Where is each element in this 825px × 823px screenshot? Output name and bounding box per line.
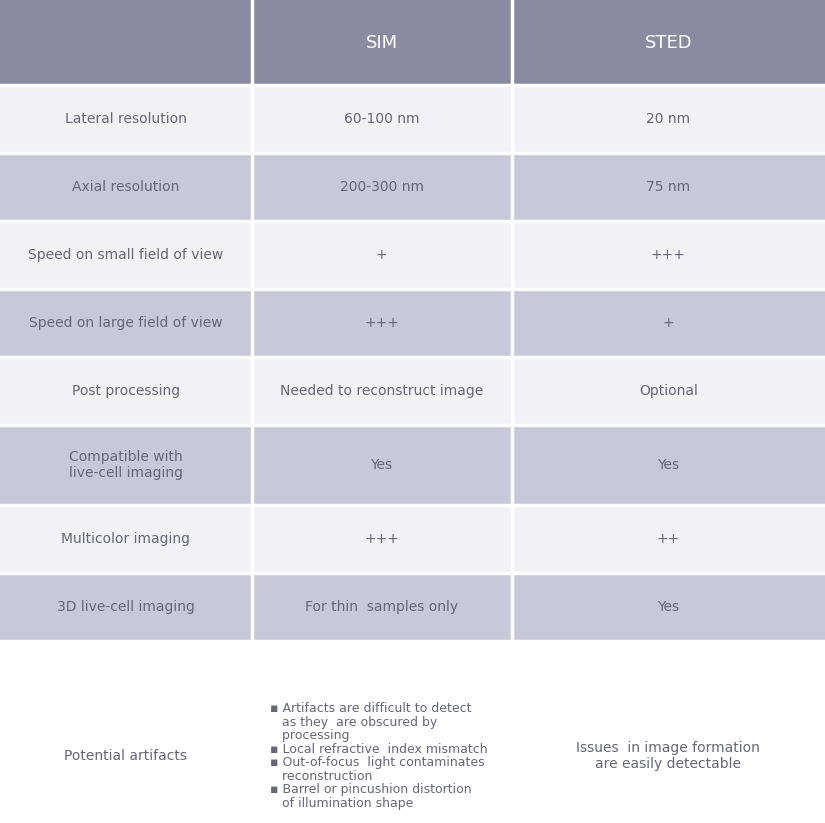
Bar bbox=[0, 153, 825, 221]
Text: ▪ Artifacts are difficult to detect: ▪ Artifacts are difficult to detect bbox=[270, 702, 471, 715]
Text: Needed to reconstruct image: Needed to reconstruct image bbox=[280, 384, 483, 398]
Bar bbox=[0, 85, 825, 153]
Bar bbox=[0, 0, 825, 85]
Text: STED: STED bbox=[644, 34, 692, 52]
Bar bbox=[0, 573, 825, 641]
Bar bbox=[0, 505, 825, 573]
Text: +: + bbox=[375, 248, 388, 262]
Text: Potential artifacts: Potential artifacts bbox=[64, 749, 187, 763]
Text: as they  are obscured by: as they are obscured by bbox=[270, 716, 437, 728]
Text: Yes: Yes bbox=[658, 600, 679, 614]
Text: Issues  in image formation
are easily detectable: Issues in image formation are easily det… bbox=[577, 741, 760, 771]
Text: 20 nm: 20 nm bbox=[646, 112, 691, 126]
Bar bbox=[0, 641, 825, 823]
Text: Yes: Yes bbox=[658, 458, 679, 472]
Text: Lateral resolution: Lateral resolution bbox=[65, 112, 186, 126]
Text: processing: processing bbox=[270, 729, 349, 742]
Text: 75 nm: 75 nm bbox=[646, 180, 691, 194]
Bar bbox=[0, 425, 825, 505]
Text: Axial resolution: Axial resolution bbox=[72, 180, 180, 194]
Text: Compatible with
live-cell imaging: Compatible with live-cell imaging bbox=[68, 450, 183, 480]
Text: +: + bbox=[662, 316, 674, 330]
Text: 60-100 nm: 60-100 nm bbox=[344, 112, 419, 126]
Text: Yes: Yes bbox=[370, 458, 393, 472]
Bar bbox=[0, 221, 825, 289]
Text: Optional: Optional bbox=[639, 384, 698, 398]
Text: of illumination shape: of illumination shape bbox=[270, 797, 413, 810]
Text: ▪ Out-of-focus  light contaminates: ▪ Out-of-focus light contaminates bbox=[270, 756, 484, 770]
Text: SIM: SIM bbox=[365, 34, 398, 52]
Text: 3D live-cell imaging: 3D live-cell imaging bbox=[57, 600, 195, 614]
Text: Speed on large field of view: Speed on large field of view bbox=[29, 316, 223, 330]
Bar bbox=[0, 357, 825, 425]
Text: For thin  samples only: For thin samples only bbox=[305, 600, 458, 614]
Text: reconstruction: reconstruction bbox=[270, 770, 372, 783]
Text: Post processing: Post processing bbox=[72, 384, 180, 398]
Text: Multicolor imaging: Multicolor imaging bbox=[61, 532, 191, 546]
Text: ▪ Barrel or pincushion distortion: ▪ Barrel or pincushion distortion bbox=[270, 783, 471, 796]
Text: +++: +++ bbox=[651, 248, 686, 262]
Text: ▪ Local refractive  index mismatch: ▪ Local refractive index mismatch bbox=[270, 742, 488, 756]
Text: +++: +++ bbox=[364, 316, 399, 330]
Text: 200-300 nm: 200-300 nm bbox=[340, 180, 423, 194]
Text: Speed on small field of view: Speed on small field of view bbox=[28, 248, 224, 262]
Text: ++: ++ bbox=[657, 532, 680, 546]
Text: +++: +++ bbox=[364, 532, 399, 546]
Bar bbox=[0, 289, 825, 357]
